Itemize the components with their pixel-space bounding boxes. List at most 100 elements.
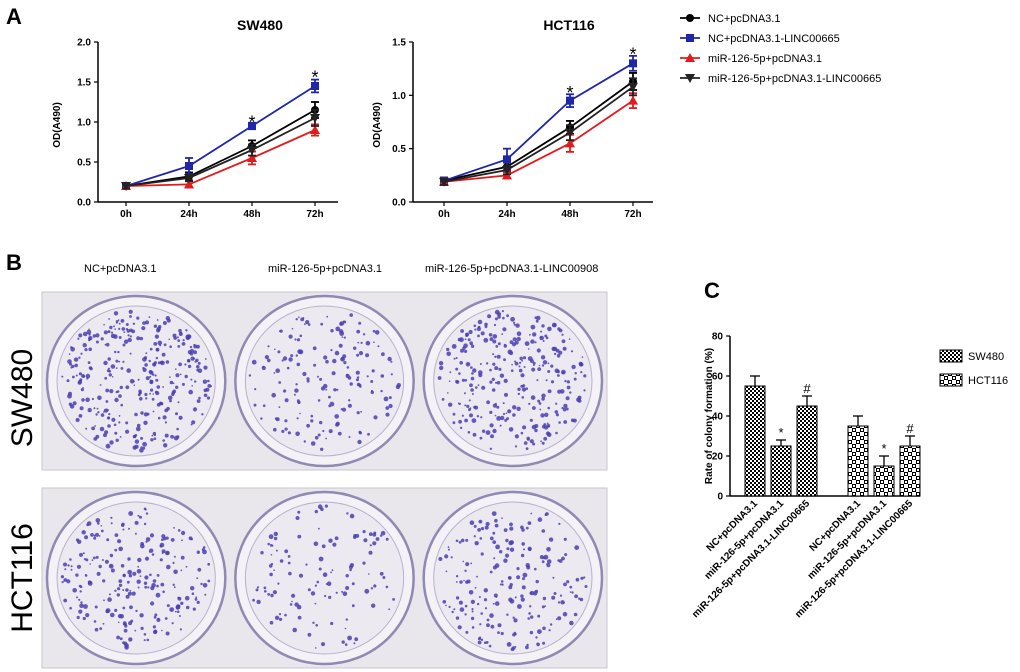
colony xyxy=(81,530,86,535)
colony xyxy=(357,439,362,445)
colony xyxy=(486,623,490,628)
colony xyxy=(307,632,312,637)
colony xyxy=(69,558,72,561)
colony xyxy=(471,610,474,613)
colony xyxy=(118,394,122,398)
y-tick-label: 1.5 xyxy=(77,78,91,89)
colony xyxy=(355,370,360,375)
colony xyxy=(185,565,188,568)
colony xyxy=(129,605,133,610)
colony xyxy=(291,600,293,603)
colony xyxy=(520,525,524,530)
colony xyxy=(534,428,538,433)
colony xyxy=(506,314,509,318)
colony xyxy=(349,568,352,572)
colony xyxy=(541,424,546,429)
colony xyxy=(477,528,481,532)
colony xyxy=(521,585,526,590)
colony xyxy=(105,388,110,393)
colony xyxy=(99,627,103,630)
colony xyxy=(78,414,83,418)
colony xyxy=(505,538,509,543)
colony xyxy=(496,416,501,421)
series-line xyxy=(443,62,634,182)
colony xyxy=(254,388,257,391)
colony xyxy=(371,603,376,608)
colony xyxy=(490,624,495,629)
colony xyxy=(298,316,300,319)
colony xyxy=(154,613,158,617)
colony xyxy=(136,336,141,341)
colony xyxy=(117,587,121,591)
colony xyxy=(139,336,144,341)
colony xyxy=(320,322,324,326)
colony xyxy=(151,397,155,401)
colony xyxy=(511,363,513,366)
colony xyxy=(532,442,536,446)
colony xyxy=(495,381,498,384)
colony xyxy=(438,361,444,366)
colony xyxy=(298,573,304,578)
colony xyxy=(128,637,133,642)
colony xyxy=(92,334,97,338)
colony xyxy=(371,369,375,373)
colony xyxy=(283,389,287,393)
colony xyxy=(380,530,386,536)
colony xyxy=(108,373,113,377)
marker-square xyxy=(503,155,511,164)
colony xyxy=(148,359,151,363)
colony xyxy=(140,626,144,631)
colony xyxy=(169,380,174,385)
x-tick-label: 0h xyxy=(438,209,450,220)
colony xyxy=(162,321,167,325)
colony xyxy=(365,340,371,346)
colony xyxy=(382,576,386,579)
colony xyxy=(93,407,96,410)
colony xyxy=(203,393,208,398)
colony xyxy=(349,382,353,386)
colony xyxy=(100,337,104,341)
colony xyxy=(126,368,131,373)
colony xyxy=(118,415,121,417)
colony xyxy=(322,572,328,577)
colony xyxy=(512,646,516,650)
significance-mark: # xyxy=(906,421,914,436)
colony xyxy=(541,560,545,564)
colony xyxy=(520,431,524,435)
colony xyxy=(493,593,498,598)
colony xyxy=(547,389,552,394)
colony xyxy=(201,548,205,552)
colony xyxy=(573,612,578,617)
colony xyxy=(170,434,175,439)
colony xyxy=(290,354,294,358)
bar xyxy=(770,445,792,497)
colony xyxy=(78,372,82,376)
colony xyxy=(497,315,501,319)
colony xyxy=(388,396,392,400)
colony xyxy=(102,622,105,625)
marker-triangle-up xyxy=(247,153,257,162)
colony xyxy=(106,369,110,373)
colony xyxy=(473,405,477,409)
colony xyxy=(114,328,116,330)
colony xyxy=(534,424,539,428)
colony xyxy=(316,580,320,584)
colony xyxy=(207,562,211,566)
colony xyxy=(160,582,165,587)
colony xyxy=(462,346,466,350)
colony xyxy=(129,352,132,355)
colony xyxy=(474,586,477,589)
colony xyxy=(306,377,310,381)
colony xyxy=(476,326,481,332)
colony xyxy=(547,362,550,365)
colony xyxy=(149,370,154,375)
colony xyxy=(509,547,515,552)
colony xyxy=(541,441,545,445)
colony xyxy=(81,398,85,402)
colony xyxy=(349,313,354,317)
panel-label-a: A xyxy=(6,4,22,29)
colony xyxy=(520,553,525,558)
colony xyxy=(563,582,567,587)
colony xyxy=(202,583,208,588)
colony xyxy=(552,576,555,579)
